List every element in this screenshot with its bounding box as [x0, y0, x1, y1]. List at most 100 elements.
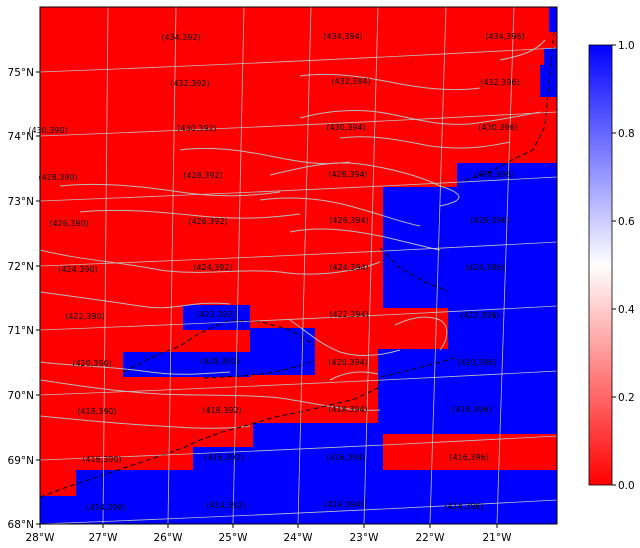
cell-index-label: (422,396): [460, 311, 499, 320]
lon-ticks: 28°W 27°W 26°W 25°W 24°W 23°W 22°W 21°W: [26, 524, 513, 544]
cell-index-label: (428,392): [183, 171, 222, 180]
water-cell: [253, 423, 383, 451]
coastline: [40, 291, 231, 309]
coastline: [329, 371, 379, 381]
coastline: [499, 39, 546, 61]
water-cell: [40, 496, 76, 524]
lat-tick-label: 75°N: [8, 67, 34, 79]
coastline: [40, 379, 381, 411]
lon-tick-label: 26°W: [154, 532, 184, 544]
graticule: [40, 7, 557, 524]
lon-tick-label: 24°W: [284, 532, 314, 544]
water-cell: [540, 65, 557, 97]
coastline: [289, 228, 441, 251]
cell-index-label: (414,392): [206, 501, 245, 510]
water-cell: [383, 283, 450, 308]
coastline: [179, 147, 351, 165]
cell-index-label: (432,396): [480, 78, 519, 87]
cell-index-label: (430,392): [177, 124, 216, 133]
coastline: [259, 197, 421, 227]
cell-index-label: (420,396): [457, 358, 496, 367]
water-cell: [549, 7, 557, 32]
colorbar-tick-label: 0.4: [618, 304, 635, 316]
cell-index-label: (430,396): [478, 123, 517, 132]
lon-tick-label: 28°W: [26, 532, 56, 544]
cell-index-label: (432,394): [331, 77, 370, 86]
cell-index-label: (426,390): [49, 219, 88, 228]
lat-tick-label: 74°N: [8, 131, 34, 143]
cell-index-label: (420,392): [200, 357, 239, 366]
lat-tick-label: 68°N: [8, 519, 34, 531]
cell-index-label: (434,396): [485, 32, 524, 41]
lat-tick-label: 71°N: [8, 325, 34, 337]
cell-index-label: (430,394): [326, 123, 365, 132]
cell-index-label: (420,390): [72, 359, 111, 368]
lon-tick-label: 27°W: [89, 532, 119, 544]
coastline: [339, 136, 511, 149]
cell-index-label: (414,396): [444, 502, 483, 511]
colorbar-tick-label: 1.0: [618, 40, 635, 52]
cell-index-label: (418,392): [202, 406, 241, 415]
lon-tick-label: 23°W: [350, 532, 380, 544]
cell-index-label: (420,394): [328, 358, 367, 367]
coastline: [59, 183, 281, 197]
coastline: [40, 249, 381, 275]
cell-index-label: (428,396): [474, 170, 513, 179]
lat-tick-label: 69°N: [8, 455, 34, 467]
cell-index-label: (426,394): [329, 216, 368, 225]
coastlines: [40, 39, 546, 429]
cell-index-label: (414,394): [324, 500, 363, 509]
coastline: [79, 209, 301, 219]
cell-index-label: (416,390): [82, 455, 121, 464]
cell-index-label: (416,392): [204, 453, 243, 462]
water-cell: [544, 48, 557, 68]
cell-index-label: (424,392): [193, 263, 232, 272]
lat-tick-label: 73°N: [8, 196, 34, 208]
cell-index-label: (428,390): [38, 173, 77, 182]
cell-index-label: (416,394): [326, 453, 365, 462]
cell-index-label: (430,390): [28, 126, 67, 135]
map-panel: (434,392) (434,394) (434,396) (432,392) (432…: [8, 6, 558, 544]
lat-tick-label: 70°N: [8, 390, 34, 402]
coastline: [289, 319, 401, 357]
colorbar-gradient: [588, 44, 613, 486]
colorbar-ticks: [612, 44, 616, 486]
water-cell: [378, 349, 557, 394]
water-cell: [378, 394, 557, 434]
colorbar-tick-label: 0.6: [618, 216, 635, 228]
cell-index-label: (418,390): [77, 407, 116, 416]
colorbar: 1.0 0.8 0.6 0.4 0.2 0.0: [588, 40, 635, 492]
cell-index-label: (432,392): [170, 79, 209, 88]
colorbar-tick-label: 0.0: [618, 480, 635, 492]
cell-index-label: (422,394): [329, 310, 368, 319]
cell-index-label: (426,396): [470, 216, 509, 225]
coastline: [394, 316, 448, 351]
colorbar-tick-label: 0.8: [618, 128, 635, 140]
dashed-boundary-line: [40, 29, 555, 498]
cell-index-label: (416,396): [449, 453, 488, 462]
water-cell: [250, 328, 315, 375]
cell-index-label: (424,396): [465, 263, 504, 272]
cell-index-label: (422,392): [196, 310, 235, 319]
colorbar-tick-label: 0.2: [618, 392, 635, 404]
cell-labels: (434,392) (434,394) (434,396) (432,392) (432…: [28, 32, 524, 512]
cell-index-label: (424,394): [329, 263, 368, 272]
cell-index-label: (426,392): [188, 217, 227, 226]
cell-index-label: (414,390): [86, 503, 125, 512]
lon-tick-label: 21°W: [483, 532, 513, 544]
coastline: [269, 162, 460, 207]
cell-index-label: (422,390): [65, 312, 104, 321]
cell-index-label: (418,394): [328, 405, 367, 414]
coastline: [299, 73, 481, 91]
cell-index-label: (434,392): [161, 33, 200, 42]
coastline: [40, 361, 231, 375]
lat-ticks: 68°N 69°N 70°N 71°N 72°N 73°N 74°N 75°N: [8, 67, 40, 531]
lon-tick-label: 25°W: [219, 532, 249, 544]
water-cell: [76, 470, 557, 524]
water-cell: [123, 352, 250, 377]
lat-tick-label: 72°N: [8, 261, 34, 273]
coastline: [299, 110, 541, 125]
coastline: [40, 415, 251, 429]
cell-index-label: (424,390): [58, 265, 97, 274]
